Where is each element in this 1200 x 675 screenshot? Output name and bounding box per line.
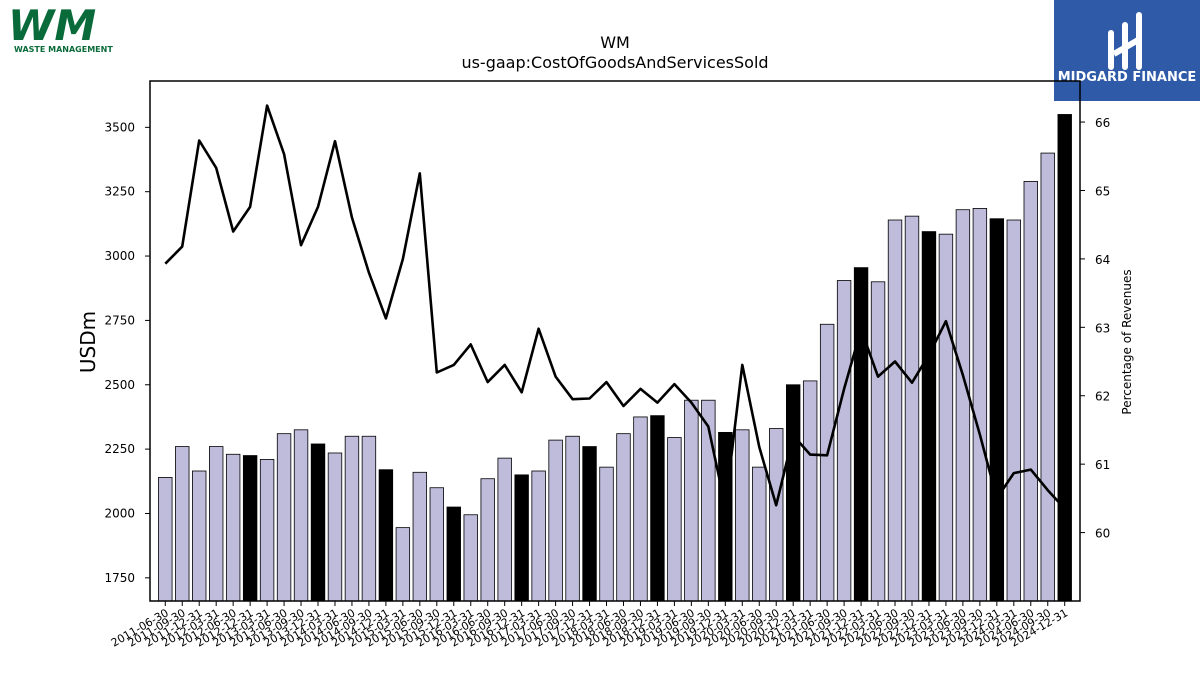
bar-2012-12-31 bbox=[242, 455, 258, 602]
bar-2020-12-31 bbox=[786, 384, 801, 602]
bar-2013-03-31 bbox=[259, 459, 275, 602]
bar-2016-03-31 bbox=[463, 514, 478, 602]
bar-2011-06-30 bbox=[158, 477, 173, 602]
bar-2013-06-30 bbox=[276, 433, 292, 602]
y-tick-label: 2000 bbox=[104, 506, 135, 520]
midgard-finance-logo: MIDGARD FINANCE bbox=[1054, 0, 1200, 101]
bar-2011-12-31 bbox=[192, 470, 207, 602]
bar-2013-12-31 bbox=[310, 443, 326, 602]
bar-2017-12-31 bbox=[582, 446, 597, 602]
bar-2023-09-30 bbox=[972, 208, 988, 602]
y2-axis-label: Percentage of Revenues bbox=[1120, 269, 1134, 414]
bar-2019-03-31 bbox=[667, 437, 682, 602]
chart-subtitle: us-gaap:CostOfGoodsAndServicesSold bbox=[461, 53, 768, 72]
y2-tick-label: 60 bbox=[1095, 527, 1110, 541]
bar-2017-03-31 bbox=[531, 470, 546, 602]
bar-2015-09-30 bbox=[429, 487, 444, 602]
y-tick-label: 2750 bbox=[104, 313, 135, 327]
ratio-line bbox=[164, 104, 1066, 510]
bar-2023-12-31 bbox=[989, 218, 1005, 602]
bar-2014-06-30 bbox=[344, 435, 360, 602]
left-y-axis: 1750 2000 2250 2500 2750 3000 3250 3500 bbox=[104, 120, 150, 585]
y-tick-label: 3500 bbox=[104, 120, 135, 134]
bar-2014-03-31 bbox=[327, 452, 343, 602]
midgard-mark-icon bbox=[1108, 12, 1142, 70]
right-y-axis: 60 61 62 63 64 65 66 bbox=[1080, 116, 1110, 541]
logo-name: WASTE MANAGEMENT bbox=[14, 45, 113, 54]
bar-2023-03-31 bbox=[938, 233, 954, 602]
bar-2022-03-31 bbox=[870, 281, 886, 602]
bar-2021-09-30 bbox=[836, 280, 852, 602]
bar-2018-06-30 bbox=[616, 433, 631, 602]
bar-2016-09-30 bbox=[497, 457, 512, 602]
y-axis-label: USDm bbox=[76, 311, 100, 373]
bar-2022-09-30 bbox=[904, 215, 920, 602]
bar-2021-06-30 bbox=[819, 323, 835, 602]
bar-2020-03-31 bbox=[735, 429, 750, 602]
bar-2024-09-30 bbox=[1040, 152, 1055, 602]
y-tick-label: 3250 bbox=[104, 185, 135, 199]
bar-2024-03-31 bbox=[1006, 219, 1022, 602]
y2-tick-label: 64 bbox=[1095, 253, 1110, 267]
x-axis: 2011-06-302011-09-302011-12-312012-03-31… bbox=[109, 601, 1070, 650]
bar-series bbox=[158, 114, 1072, 602]
bar-2017-09-30 bbox=[565, 435, 580, 602]
y2-tick-label: 63 bbox=[1095, 321, 1110, 335]
bar-2020-09-30 bbox=[769, 428, 784, 602]
bar-2023-06-30 bbox=[955, 209, 971, 602]
bar-2018-03-31 bbox=[599, 466, 614, 602]
midgard-name: MIDGARD FINANCE bbox=[1058, 70, 1197, 85]
bar-2024-12-31 bbox=[1057, 114, 1072, 602]
bar-2018-12-31 bbox=[650, 415, 665, 602]
y2-tick-label: 65 bbox=[1095, 184, 1110, 198]
ratio-line-series bbox=[164, 104, 1066, 510]
y2-tick-label: 62 bbox=[1095, 390, 1110, 404]
bar-2019-06-30 bbox=[684, 399, 699, 602]
bar-2015-03-31 bbox=[395, 527, 411, 602]
y2-tick-label: 66 bbox=[1095, 116, 1110, 130]
y-tick-label: 1750 bbox=[104, 571, 135, 585]
y-tick-label: 3000 bbox=[104, 249, 135, 263]
bar-2016-06-30 bbox=[480, 478, 495, 602]
bar-2016-12-31 bbox=[514, 474, 529, 602]
bar-2014-09-30 bbox=[361, 435, 377, 602]
bar-2013-09-30 bbox=[293, 429, 309, 602]
bar-2017-06-30 bbox=[548, 439, 563, 602]
bar-2022-12-31 bbox=[921, 231, 937, 602]
bar-2014-12-31 bbox=[378, 469, 394, 602]
bar-2020-06-30 bbox=[752, 466, 767, 602]
y-tick-label: 2250 bbox=[104, 442, 135, 456]
bar-2015-12-31 bbox=[446, 506, 461, 602]
bar-2021-03-31 bbox=[802, 380, 818, 602]
bar-2012-03-31 bbox=[208, 446, 224, 602]
bar-2024-06-30 bbox=[1023, 180, 1038, 602]
logo-mark: WM bbox=[8, 1, 96, 50]
bar-2022-06-30 bbox=[887, 219, 903, 602]
chart-title: WM bbox=[600, 33, 630, 52]
waste-management-logo: WM WASTE MANAGEMENT bbox=[6, 1, 136, 54]
bar-2018-09-30 bbox=[633, 416, 648, 602]
plot-frame bbox=[149, 80, 1081, 602]
bar-2012-06-30 bbox=[225, 453, 241, 602]
bar-2015-06-30 bbox=[412, 471, 428, 602]
y2-tick-label: 61 bbox=[1095, 458, 1110, 472]
bar-2021-12-31 bbox=[853, 267, 869, 602]
y-tick-label: 2500 bbox=[104, 378, 135, 392]
bar-2011-09-30 bbox=[175, 446, 190, 602]
